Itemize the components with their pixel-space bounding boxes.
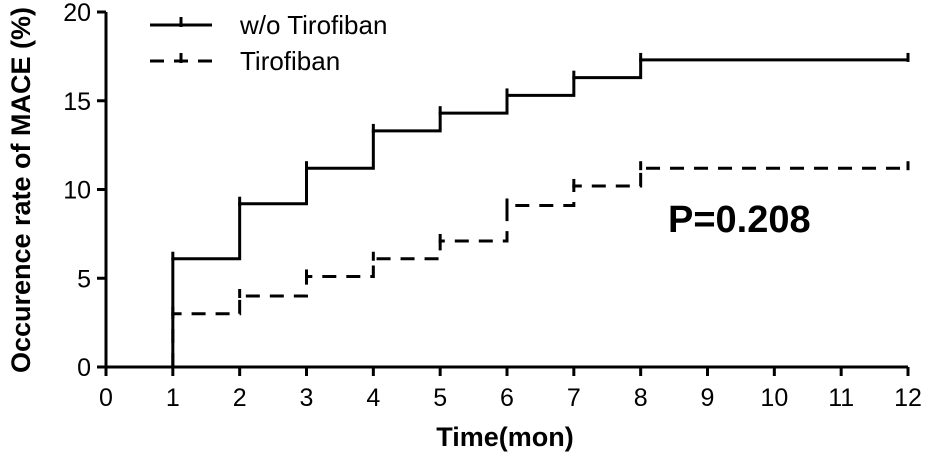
x-tick-label: 10 — [760, 384, 788, 412]
x-tick-label: 5 — [433, 384, 447, 412]
legend-label: Tirofiban — [240, 46, 340, 76]
x-axis-title: Time(mon) — [436, 422, 574, 452]
x-tick-label: 9 — [701, 384, 715, 412]
series-line-tirofiban — [171, 166, 908, 367]
x-tick-label: 2 — [233, 384, 247, 412]
x-tick-label: 8 — [634, 384, 648, 412]
legend-label: w/o Tirofiban — [239, 10, 387, 40]
x-tick-label: 3 — [300, 384, 314, 412]
y-tick-label: 15 — [63, 88, 91, 116]
y-tick-label: 5 — [77, 265, 91, 293]
x-tick-label: 11 — [828, 384, 854, 412]
series-line-wo-tirofiban — [171, 58, 908, 367]
x-tick-label: 4 — [366, 384, 380, 412]
x-tick-label: 0 — [99, 384, 113, 412]
y-tick-label: 0 — [77, 354, 91, 382]
y-axis-title: Occurence rate of MACE (%) — [6, 7, 36, 373]
x-tick-label: 12 — [894, 384, 922, 412]
y-tick-label: 20 — [63, 0, 91, 27]
x-ticks: 0 1 2 3 4 5 6 7 8 9 10 11 12 — [99, 367, 922, 412]
series-layer — [171, 52, 910, 367]
legend: w/o Tirofiban Tirofiban — [150, 10, 387, 76]
y-tick-label: 10 — [63, 177, 91, 205]
y-ticks: 0 5 10 15 20 — [63, 0, 106, 382]
p-value-annotation: P=0.208 — [668, 199, 811, 241]
x-tick-label: 1 — [166, 384, 180, 412]
x-tick-label: 7 — [567, 384, 581, 412]
x-tick-label: 6 — [500, 384, 514, 412]
